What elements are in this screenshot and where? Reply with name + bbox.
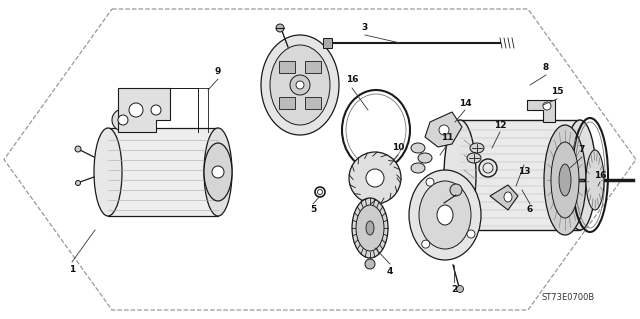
Ellipse shape bbox=[437, 205, 453, 225]
Ellipse shape bbox=[270, 45, 330, 125]
Ellipse shape bbox=[450, 184, 462, 196]
Ellipse shape bbox=[467, 230, 475, 238]
Ellipse shape bbox=[544, 125, 586, 235]
Ellipse shape bbox=[356, 205, 384, 251]
Ellipse shape bbox=[204, 143, 232, 201]
Ellipse shape bbox=[422, 240, 429, 248]
Ellipse shape bbox=[444, 120, 476, 230]
Text: 15: 15 bbox=[551, 87, 563, 97]
Bar bbox=[460, 120, 580, 230]
Ellipse shape bbox=[439, 125, 449, 135]
Ellipse shape bbox=[366, 221, 374, 235]
Text: 2: 2 bbox=[451, 286, 457, 294]
Ellipse shape bbox=[94, 128, 122, 216]
Ellipse shape bbox=[352, 198, 388, 258]
Text: 4: 4 bbox=[387, 268, 393, 277]
Text: 3: 3 bbox=[362, 24, 368, 33]
Text: 1: 1 bbox=[69, 265, 75, 275]
Polygon shape bbox=[490, 185, 518, 210]
Ellipse shape bbox=[296, 81, 304, 89]
Ellipse shape bbox=[290, 75, 310, 95]
Bar bbox=[323, 38, 332, 48]
Text: 11: 11 bbox=[441, 133, 453, 143]
Ellipse shape bbox=[75, 146, 81, 152]
Ellipse shape bbox=[365, 259, 375, 269]
Ellipse shape bbox=[261, 35, 339, 135]
Ellipse shape bbox=[112, 109, 134, 131]
Text: 16: 16 bbox=[346, 76, 358, 85]
Ellipse shape bbox=[551, 142, 579, 218]
Polygon shape bbox=[527, 100, 555, 122]
Text: 7: 7 bbox=[579, 145, 585, 154]
Ellipse shape bbox=[467, 153, 481, 163]
Ellipse shape bbox=[212, 166, 224, 178]
Bar bbox=[305, 61, 321, 73]
Ellipse shape bbox=[419, 181, 471, 249]
Ellipse shape bbox=[411, 143, 425, 153]
Ellipse shape bbox=[586, 150, 604, 210]
Bar bbox=[305, 97, 321, 109]
Text: 13: 13 bbox=[518, 167, 531, 176]
Ellipse shape bbox=[151, 105, 161, 115]
Ellipse shape bbox=[76, 181, 81, 186]
Ellipse shape bbox=[276, 24, 284, 32]
Ellipse shape bbox=[418, 153, 432, 163]
Text: ST73E0700B: ST73E0700B bbox=[541, 293, 595, 302]
Ellipse shape bbox=[470, 143, 484, 153]
Ellipse shape bbox=[349, 152, 401, 204]
Bar bbox=[108, 128, 218, 216]
Polygon shape bbox=[425, 112, 462, 147]
Ellipse shape bbox=[204, 128, 232, 216]
Bar bbox=[279, 61, 295, 73]
Text: 12: 12 bbox=[493, 121, 506, 130]
Ellipse shape bbox=[118, 115, 128, 125]
Polygon shape bbox=[118, 88, 170, 132]
Text: 9: 9 bbox=[215, 68, 221, 77]
Ellipse shape bbox=[559, 164, 571, 196]
Ellipse shape bbox=[409, 170, 481, 260]
Ellipse shape bbox=[564, 120, 596, 230]
Ellipse shape bbox=[366, 169, 384, 187]
Text: 8: 8 bbox=[543, 63, 549, 72]
Ellipse shape bbox=[426, 178, 434, 186]
Text: 10: 10 bbox=[392, 144, 404, 152]
Text: 16: 16 bbox=[594, 170, 606, 180]
Ellipse shape bbox=[543, 102, 551, 110]
Ellipse shape bbox=[411, 163, 425, 173]
Ellipse shape bbox=[129, 103, 143, 117]
Text: 6: 6 bbox=[527, 205, 533, 214]
Ellipse shape bbox=[504, 192, 512, 202]
Text: 14: 14 bbox=[459, 99, 471, 108]
Text: 5: 5 bbox=[310, 205, 316, 214]
Bar bbox=[279, 97, 295, 109]
Ellipse shape bbox=[456, 286, 463, 293]
